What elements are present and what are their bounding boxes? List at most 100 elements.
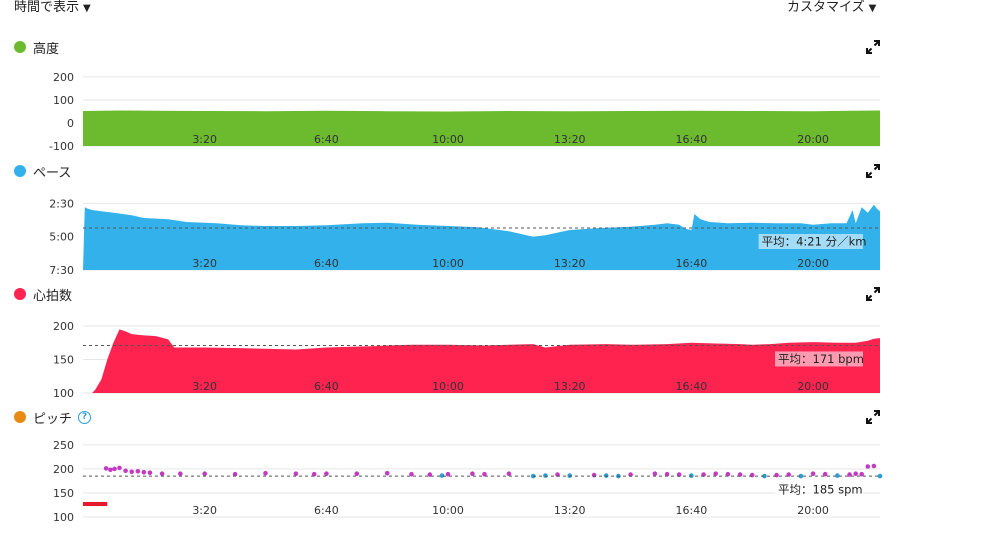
- pace-y-tick-label: 2:30: [49, 197, 74, 210]
- cadence-point: [123, 468, 128, 474]
- cadence-point: [232, 471, 238, 477]
- cadence-point: [445, 471, 451, 477]
- cadence-point: [865, 464, 871, 469]
- heart_rate-x-tick-label: 10:00: [432, 380, 464, 393]
- cadence-y-tick-label: 250: [53, 439, 74, 452]
- pace-x-tick-label: 13:20: [554, 257, 586, 270]
- cadence-point: [263, 470, 268, 476]
- heart_rate-plot: 200 150 100 平均：171 bpm 3:20 6:40 10:00 13:20 16:…: [53, 320, 880, 400]
- cadence-x-tick-label: 20:00: [797, 504, 829, 517]
- elevation-x-tick-label: 16:40: [676, 133, 708, 146]
- pace-title: ペース: [33, 165, 72, 181]
- caret-down-icon: ▼: [868, 3, 877, 14]
- pace-x-tick-label: 10:00: [432, 257, 464, 270]
- pace-y-tick-label: 7:30: [49, 264, 74, 277]
- cadence-point: [652, 471, 658, 477]
- help-icon[interactable]: ?: [78, 410, 92, 424]
- elevation-x-tick-label: 6:40: [314, 133, 339, 146]
- elevation-x-tick-label: 3:20: [192, 133, 217, 146]
- pace-average-badge: [758, 234, 863, 249]
- cadence-point: [311, 471, 317, 477]
- cadence-point: [749, 472, 755, 478]
- cadence-point: [762, 473, 767, 479]
- cadence-point: [409, 471, 414, 477]
- expand-icon[interactable]: [866, 40, 880, 54]
- cadence-point: [159, 471, 165, 477]
- caret-down-icon: ▼: [83, 3, 91, 14]
- cadence-y-tick-label: 150: [53, 487, 74, 500]
- heart-rate-header: 心拍数: [14, 285, 72, 304]
- elevation-title: 高度: [33, 41, 60, 57]
- time-display-label: 時間で表示: [14, 0, 80, 15]
- cadence-point: [664, 471, 670, 477]
- heart_rate-area: [83, 329, 880, 393]
- cadence-point: [439, 473, 445, 478]
- cadence-point: [141, 469, 147, 475]
- cadence-point: [178, 471, 183, 477]
- cadence-average-label: 平均：185 spm: [778, 483, 863, 497]
- expand-icon[interactable]: [866, 410, 880, 424]
- cadence-point: [859, 471, 864, 477]
- cadence-point: [202, 471, 207, 477]
- cadence-point: [112, 466, 117, 472]
- cadence-y-tick-label: 100: [53, 511, 74, 524]
- pace-average-label: 平均：4:21 分／km: [762, 235, 867, 249]
- elevation-y-tick-label: 100: [53, 94, 74, 107]
- pace-header: ペース: [14, 162, 72, 181]
- heart_rate-average-label: 平均：171 bpm: [778, 352, 864, 366]
- cadence-title: ピッチ: [33, 411, 73, 427]
- cadence-point: [117, 465, 122, 471]
- pace-area: [83, 204, 880, 270]
- cadence-point: [354, 471, 360, 477]
- cadence-point: [853, 471, 858, 477]
- cadence-point: [810, 471, 816, 477]
- cadence-y-tick-label: 200: [53, 463, 74, 476]
- cadence-point: [713, 471, 718, 477]
- cadence-plot: 250 200 150 100 平均：185 spm 3:20 6:40 10:00 13:20…: [53, 439, 883, 524]
- cadence-point: [871, 463, 877, 469]
- time-display-toggle[interactable]: 時間で表示 ▼: [14, 0, 91, 15]
- cadence-x-tick-label: 16:40: [676, 504, 708, 517]
- cadence-point: [877, 473, 883, 479]
- heart_rate-y-tick-label: 150: [53, 354, 74, 367]
- cadence-point: [506, 471, 512, 477]
- cadence-point: [470, 471, 475, 477]
- cadence-average-badge: [775, 482, 863, 498]
- expand-icon[interactable]: [866, 164, 880, 178]
- cadence-point: [482, 471, 487, 477]
- pace-x-tick-label: 6:40: [314, 257, 339, 270]
- heart_rate-y-tick-label: 200: [53, 320, 74, 333]
- cadence-header: ピッチ ?: [14, 408, 92, 427]
- cadence-x-tick-label: 3:20: [192, 504, 217, 517]
- customize-label: カスタマイズ: [787, 0, 865, 15]
- customize-menu[interactable]: カスタマイズ ▼: [787, 0, 876, 15]
- heart_rate-x-tick-label: 3:20: [192, 380, 217, 393]
- elevation-plot: 200 100 0 -100 3:20 6:40 10:00 13:20 16:40 20:00: [49, 71, 880, 153]
- cadence-point: [427, 472, 433, 477]
- cadence-point: [293, 471, 299, 477]
- elevation-legend-dot: [14, 41, 26, 53]
- pace-legend-dot: [14, 165, 26, 177]
- cadence-point: [147, 470, 153, 476]
- cadence-point: [798, 473, 804, 479]
- pace-x-tick-label: 3:20: [192, 257, 217, 270]
- cadence-point: [103, 466, 109, 471]
- cadence-point: [108, 467, 113, 473]
- cadence-x-tick-label: 13:20: [554, 504, 586, 517]
- cadence-point: [835, 473, 840, 478]
- cadence-point: [324, 471, 329, 477]
- cadence-point: [129, 469, 134, 475]
- elevation-y-tick-label: 0: [67, 117, 74, 130]
- elevation-y-tick-label: -100: [49, 140, 74, 153]
- expand-icon[interactable]: [866, 287, 880, 301]
- cadence-x-tick-label: 6:40: [314, 504, 339, 517]
- heart_rate-x-tick-label: 13:20: [554, 380, 586, 393]
- cadence-x-tick-label: 10:00: [432, 504, 464, 517]
- pace-y-tick-label: 5:00: [49, 231, 74, 244]
- heart-rate-legend-dot: [14, 288, 26, 300]
- elevation-y-tick-label: 200: [53, 71, 74, 84]
- pace-x-tick-label: 20:00: [797, 257, 829, 270]
- elevation-x-tick-label: 20:00: [797, 133, 829, 146]
- cadence-point: [774, 472, 779, 478]
